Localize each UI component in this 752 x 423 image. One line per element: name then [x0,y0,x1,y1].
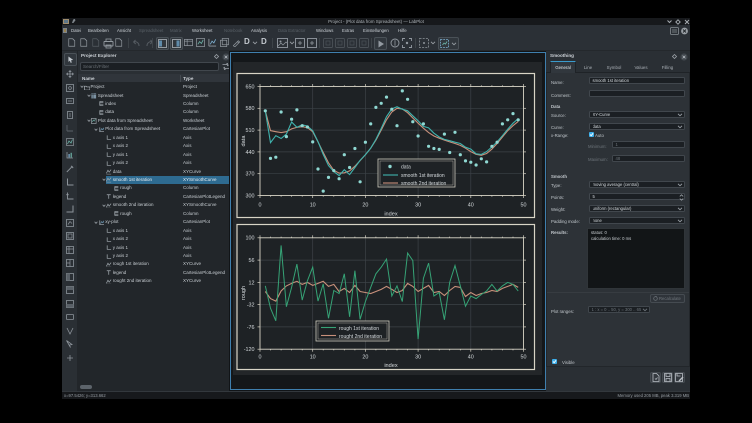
svg-text:440: 440 [246,150,255,156]
svg-text:650: 650 [246,84,255,90]
svg-text:300: 300 [246,193,255,199]
svg-text:0: 0 [259,203,262,209]
svg-text:-76: -76 [247,325,255,331]
svg-text:20: 20 [362,203,368,209]
svg-text:30: 30 [415,355,421,361]
svg-text:40: 40 [468,203,474,209]
svg-text:smooth 1st iteration: smooth 1st iteration [401,173,445,179]
svg-text:50: 50 [521,355,527,361]
svg-text:smooth 2nd iteration: smooth 2nd iteration [401,181,447,187]
svg-text:30: 30 [415,203,421,209]
svg-text:10: 10 [310,355,316,361]
svg-text:0: 0 [259,355,262,361]
svg-text:12: 12 [249,280,255,286]
svg-text:510: 510 [246,128,255,134]
svg-text:20: 20 [362,355,368,361]
svg-text:data: data [401,165,411,171]
svg-text:580: 580 [246,106,255,112]
svg-text:index: index [384,212,398,218]
svg-text:index: index [384,363,398,369]
svg-text:56: 56 [249,258,255,264]
svg-text:40: 40 [468,355,474,361]
svg-text:-120: -120 [244,347,255,353]
svg-text:100: 100 [246,236,255,242]
svg-text:370: 370 [246,172,255,178]
svg-text:50: 50 [521,203,527,209]
svg-text:rough 1st iteration: rough 1st iteration [339,326,379,332]
svg-text:-32: -32 [247,303,255,309]
svg-text:10: 10 [310,203,316,209]
svg-text:rought 2nd iteration: rought 2nd iteration [339,334,382,340]
svg-text:rough: rough [241,286,247,300]
svg-text:data: data [241,135,247,147]
